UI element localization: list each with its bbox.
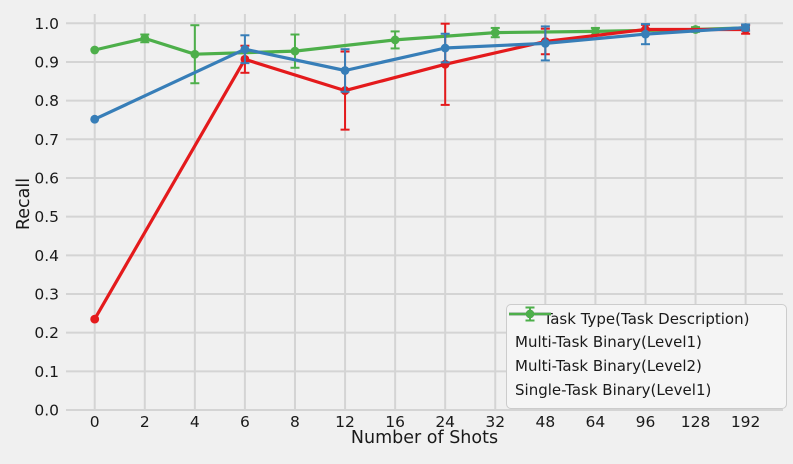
y-tick-label: 0.4 [34,247,59,265]
x-tick-label: 6 [240,413,250,431]
y-tick-label: 0.7 [34,131,59,149]
x-tick-label: 0 [90,413,100,431]
x-axis-label: Number of Shots [350,428,499,448]
legend-label: Multi-Task Binary(Level1) [515,333,702,351]
data-point [140,33,150,43]
data-point [90,314,100,324]
x-tick-label: 2 [140,413,150,431]
data-point [90,114,100,124]
x-tick-label: 64 [586,413,606,431]
y-tick-label: 0.8 [34,92,59,110]
legend-errorbar-icon [509,306,551,322]
data-point [390,35,400,45]
data-point [90,45,100,55]
data-point [190,49,200,59]
x-tick-label: 96 [636,413,656,431]
x-tick-label: 32 [485,413,505,431]
y-tick-label: 0.5 [34,208,59,226]
data-point [741,23,751,32]
legend: Task Type(Task Description) Multi-Task B… [506,304,787,409]
x-tick-label: 12 [335,413,355,431]
data-point [641,29,650,39]
series-multi-task-binary-level2 [90,23,751,124]
data-point [290,46,300,56]
y-tick-label: 0.2 [34,324,59,342]
legend-rows: Multi-Task Binary(Level1) Multi-Task Bina… [509,306,778,402]
legend-item-single-task-binary-level1: Single-Task Binary(Level1) [509,306,778,402]
legend-item-multi-task-binary-level1: Multi-Task Binary(Level1) [509,306,778,354]
x-tick-label: 24 [435,413,455,431]
gridlines [66,14,783,411]
x-tick-label: 16 [385,413,405,431]
y-tick-label: 0.0 [34,402,59,420]
legend-label: Multi-Task Binary(Level2) [515,357,702,375]
y-tick-label: 1.0 [34,15,59,33]
x-tick-label: 128 [681,413,711,431]
data-point [591,27,600,36]
legend-label: Single-Task Binary(Level1) [515,381,712,399]
data-point [240,44,250,54]
data-point [490,28,500,37]
x-tick-label: 4 [190,413,200,431]
y-tick-label: 0.3 [34,285,59,303]
x-tick-labels: 0 2 4 6 8 12 16 24 32 48 64 96 128 192 [90,413,761,431]
x-tick-label: 192 [731,413,761,431]
data-point [440,43,450,53]
y-tick-label: 0.1 [34,363,59,381]
y-tick-labels: 0.0 0.1 0.2 0.3 0.4 0.5 0.6 0.7 0.8 0.9 1.0 [34,15,59,420]
y-axis-label: Recall [14,177,34,231]
legend-item-multi-task-binary-level2: Multi-Task Binary(Level2) [509,306,778,378]
x-tick-label: 48 [535,413,555,431]
data-point [340,66,350,75]
x-tick-label: 8 [290,413,300,431]
y-tick-label: 0.9 [34,53,59,71]
y-tick-label: 0.6 [34,169,59,187]
legend-title: Task Type(Task Description) [543,310,750,328]
data-point [540,39,550,48]
